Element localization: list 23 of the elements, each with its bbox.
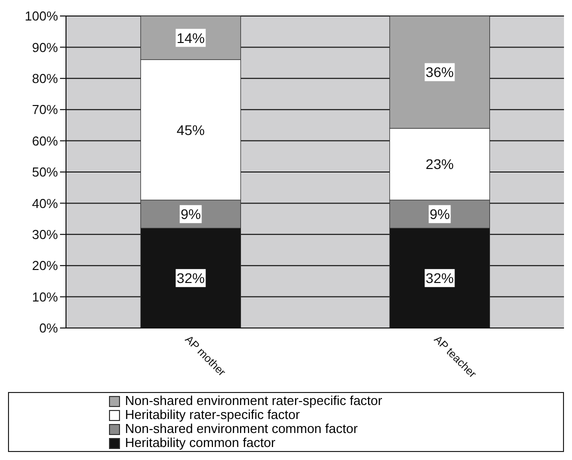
data-label: 45% <box>176 122 205 138</box>
legend-label: Non-shared environment rater-specific factor <box>125 393 382 408</box>
y-tick-label: 0% <box>39 320 58 336</box>
y-tick-label: 40% <box>32 196 58 211</box>
y-tick-label: 80% <box>32 71 58 86</box>
data-label: 9% <box>430 206 450 222</box>
y-tick-label: 100% <box>24 8 58 24</box>
y-tick-label: 30% <box>32 227 58 242</box>
data-label: 32% <box>176 270 205 286</box>
legend-label: Heritability rater-specific factor <box>125 407 300 422</box>
legend-label: Non-shared environment common factor <box>125 421 358 436</box>
y-tick-label: 70% <box>32 102 58 118</box>
data-label: 9% <box>180 206 201 222</box>
y-tick-label: 60% <box>32 133 58 148</box>
y-tick-label: 20% <box>32 258 58 274</box>
data-label: 14% <box>176 30 205 46</box>
y-tick-label: 50% <box>32 164 58 180</box>
data-label: 32% <box>426 270 454 286</box>
y-tick-label: 90% <box>32 40 58 55</box>
data-label: 36% <box>426 64 454 80</box>
data-label: 23% <box>426 156 454 172</box>
legend-label: Heritability common factor <box>125 435 276 450</box>
y-tick-label: 10% <box>32 289 58 304</box>
